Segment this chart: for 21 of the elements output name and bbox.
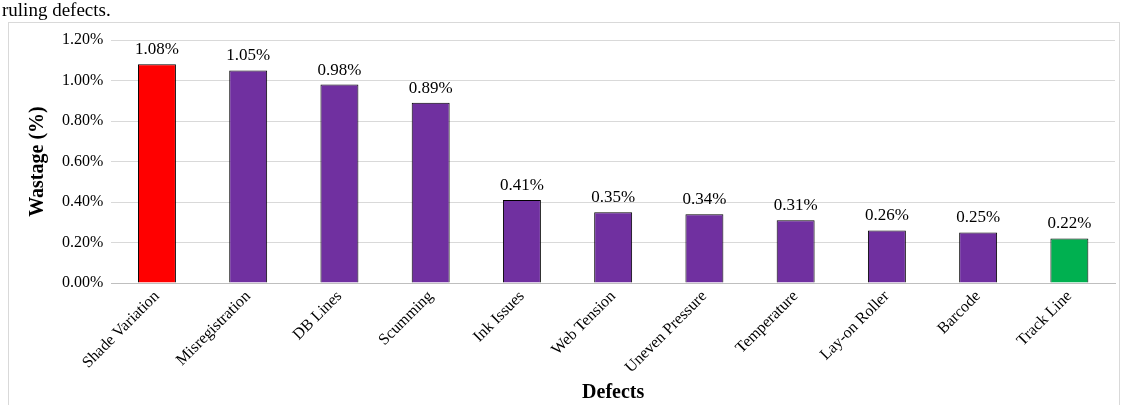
y-tick-label: 0.40%: [62, 192, 104, 210]
x-axis-title: Defects: [582, 380, 645, 403]
text: ruling defects.: [2, 0, 111, 20]
data-label: 0.41%: [499, 175, 544, 194]
data-label: 1.05%: [226, 45, 271, 65]
data-label: 0.25%: [956, 207, 1001, 227]
data-label: 0.22%: [1047, 213, 1092, 233]
y-axis-title: Wastage (%): [25, 106, 49, 217]
data-label: 0.34%: [682, 189, 727, 209]
y-tick-label: 0.60%: [62, 151, 104, 169]
y-tick-label: 1.00%: [62, 70, 104, 88]
data-label: 0.26%: [864, 205, 909, 225]
data-label: 0.98%: [317, 59, 362, 79]
data-label: 1.08%: [134, 39, 179, 59]
y-tick-label: 1.20%: [62, 30, 104, 48]
data-label: 0.35%: [591, 187, 636, 207]
data-label: 0.89%: [408, 77, 453, 97]
y-tick-label: 0.80%: [62, 111, 104, 129]
data-label: 0.31%: [773, 195, 818, 215]
y-tick-label: 0.00%: [62, 273, 104, 291]
y-tick-label: 0.20%: [62, 232, 104, 250]
